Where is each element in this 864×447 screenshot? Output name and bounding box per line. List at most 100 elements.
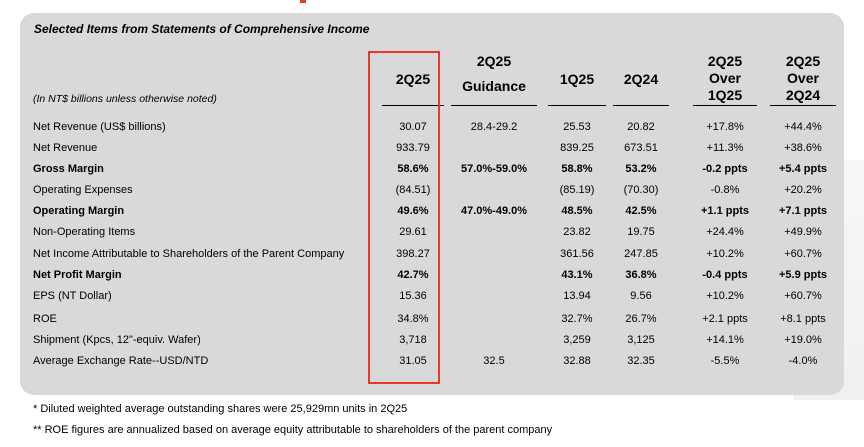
column-header: 2Q24 [596, 71, 686, 88]
table-cell: 26.7% [625, 313, 657, 325]
row-label: Net Revenue [33, 142, 98, 154]
table-cell: 43.1% [561, 269, 593, 281]
column-header-line: 1Q25 [707, 87, 743, 103]
table-cell: 13.94 [563, 290, 591, 302]
row-label: ROE [33, 313, 57, 325]
table-cell: +7.1 ppts [779, 205, 827, 217]
table-cell: +38.6% [784, 142, 822, 154]
column-header-rule [613, 105, 669, 106]
table-cell: 36.8% [625, 269, 657, 281]
units-note: (In NT$ billions unless otherwise noted) [33, 93, 217, 105]
table-cell: 361.56 [560, 248, 594, 260]
income-statement-panel: Selected Items from Statements of Compre… [20, 13, 844, 395]
table-cell: 34.8% [397, 313, 429, 325]
table-cell: 32.88 [563, 355, 591, 367]
current-quarter-highlight [368, 51, 440, 384]
row-label: Shipment (Kpcs, 12"-equiv. Wafer) [33, 334, 201, 346]
table-cell: +24.4% [706, 226, 744, 238]
column-header-line: 2Q24 [785, 87, 821, 103]
table-cell: +44.4% [784, 121, 822, 133]
table-cell: 49.6% [397, 205, 429, 217]
table-cell: (70.30) [623, 184, 659, 196]
column-header-line: Over [709, 70, 741, 86]
row-label: Net Income Attributable to Shareholders … [33, 248, 345, 260]
table-cell: +20.2% [784, 184, 822, 196]
table-cell: 32.7% [561, 313, 593, 325]
table-cell: +10.2% [706, 290, 744, 302]
table-cell: 839.25 [560, 142, 594, 154]
row-label: Net Profit Margin [33, 269, 122, 281]
column-header-line: 2Q25 [395, 71, 431, 87]
column-header: 1Q25 [532, 71, 622, 88]
column-header: 2Q25 Over 1Q25 [680, 53, 770, 104]
table-cell: -0.4 ppts [702, 269, 748, 281]
table-cell: -5.5% [710, 355, 740, 367]
table-cell: +10.2% [706, 248, 744, 260]
top-red-mark [300, 0, 306, 3]
table-cell: 47.0%-49.0% [460, 205, 528, 217]
table-cell: 58.6% [397, 163, 429, 175]
column-header-line: Guidance [462, 78, 526, 94]
column-header: 2Q25 Guidance [449, 53, 539, 95]
row-label: Operating Expenses [33, 184, 133, 196]
row-label: EPS (NT Dollar) [33, 290, 112, 302]
table-cell: 673.51 [624, 142, 658, 154]
table-cell: +11.3% [706, 142, 744, 154]
table-cell: +1.1 ppts [701, 205, 749, 217]
table-cell: 28.4-29.2 [470, 121, 518, 133]
table-cell: 398.27 [396, 248, 430, 260]
table-cell: +60.7% [784, 248, 822, 260]
column-header-rule [770, 105, 836, 106]
table-cell: 933.79 [396, 142, 430, 154]
table-cell: -4.0% [788, 355, 818, 367]
table-cell: 53.2% [625, 163, 657, 175]
table-cell: 25.53 [563, 121, 591, 133]
row-label: Operating Margin [33, 205, 125, 217]
table-cell: 42.7% [397, 269, 429, 281]
table-cell: -0.2 ppts [702, 163, 748, 175]
column-header-line: 1Q25 [559, 71, 595, 87]
table-cell: 29.61 [399, 226, 427, 238]
panel-title: Selected Items from Statements of Compre… [34, 22, 370, 36]
table-cell: 58.8% [561, 163, 593, 175]
row-label: Net Revenue (US$ billions) [33, 121, 166, 133]
table-cell: 247.85 [624, 248, 658, 260]
column-header: 2Q25 Over 2Q24 [758, 53, 848, 104]
column-header-line: 2Q24 [623, 71, 659, 87]
table-cell: 20.82 [627, 121, 655, 133]
column-header-rule [693, 105, 757, 106]
table-cell: -0.8% [710, 184, 740, 196]
table-cell: +14.1% [706, 334, 744, 346]
column-header-rule [451, 105, 537, 106]
table-cell: +2.1 ppts [702, 313, 748, 325]
column-header: 2Q25 [368, 71, 458, 88]
column-header-line: 2Q25 [785, 53, 821, 69]
table-cell: +60.7% [784, 290, 822, 302]
table-cell: 3,125 [627, 334, 655, 346]
table-cell: (84.51) [395, 184, 431, 196]
table-cell: 32.35 [627, 355, 655, 367]
table-cell: 3,259 [563, 334, 591, 346]
column-header-line: 2Q25 [476, 53, 512, 69]
footnote-roe: ** ROE figures are annualized based on a… [33, 424, 553, 436]
table-cell: 31.05 [399, 355, 427, 367]
column-header-rule [382, 105, 444, 106]
table-cell: 9.56 [630, 290, 652, 302]
column-header-line: 2Q25 [707, 53, 743, 69]
table-cell: 19.75 [627, 226, 655, 238]
table-cell: +8.1 ppts [780, 313, 826, 325]
footnote-shares: * Diluted weighted average outstanding s… [33, 403, 408, 415]
table-cell: 3,718 [399, 334, 427, 346]
column-header-line: Over [787, 70, 819, 86]
table-cell: 15.36 [399, 290, 427, 302]
row-label: Non-Operating Items [33, 226, 136, 238]
table-cell: +5.9 ppts [779, 269, 827, 281]
table-cell: 57.0%-59.0% [460, 163, 528, 175]
table-cell: +5.4 ppts [779, 163, 827, 175]
table-cell: 42.5% [625, 205, 657, 217]
table-cell: 48.5% [561, 205, 593, 217]
row-label: Gross Margin [33, 163, 104, 175]
row-label: Average Exchange Rate--USD/NTD [33, 355, 209, 367]
table-cell: +17.8% [706, 121, 744, 133]
column-header-rule [548, 105, 606, 106]
